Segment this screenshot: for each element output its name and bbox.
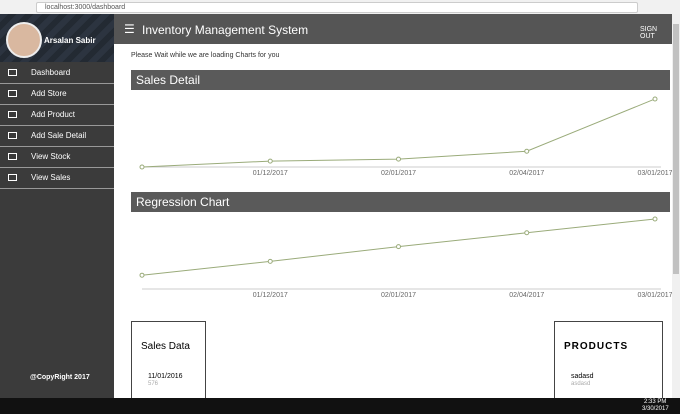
point bbox=[139, 164, 145, 170]
notice: Please Wait while we are loading Charts … bbox=[131, 52, 280, 59]
point bbox=[267, 258, 273, 264]
url[interactable]: localhost:3000/dashboard bbox=[45, 4, 126, 11]
menu-item[interactable]: Add Store bbox=[0, 84, 114, 105]
point bbox=[139, 272, 145, 278]
menu-label: View Stock bbox=[31, 152, 71, 161]
menu-icon bbox=[8, 111, 17, 118]
scrollbar[interactable] bbox=[672, 14, 680, 398]
clock-date: 3/30/2017 bbox=[642, 406, 669, 412]
chart: 01/12/2017 02/01/2017 02/04/2017 03/01/2017 bbox=[139, 96, 672, 177]
sale-date: 11/01/2016 bbox=[148, 373, 183, 380]
menu-label: Dashboard bbox=[31, 68, 71, 77]
point bbox=[396, 244, 401, 250]
menu-item[interactable]: View Stock bbox=[0, 147, 114, 168]
address-box[interactable]: localhost:3000/dashboard bbox=[36, 2, 638, 13]
taskbar: 2:33 PM 3/30/2017 bbox=[0, 398, 680, 414]
x-tick-label: 03/01/2017 bbox=[637, 170, 672, 177]
point bbox=[396, 156, 401, 162]
menu-item[interactable]: Add Product bbox=[0, 105, 114, 126]
avatar bbox=[6, 22, 42, 58]
clock-time: 2:33 PM bbox=[644, 399, 667, 405]
menu-icon bbox=[8, 69, 17, 76]
sales-data-title: Sales Data bbox=[141, 341, 190, 352]
menu-item[interactable]: Dashboard bbox=[0, 63, 114, 84]
x-tick-label: 01/12/2017 bbox=[253, 292, 288, 299]
x-tick-label: 02/04/2017 bbox=[509, 170, 544, 177]
header: ☰ Inventory Management System SIGN OUT bbox=[114, 14, 672, 44]
products-title: PRODUCTS bbox=[564, 341, 629, 352]
point bbox=[267, 158, 273, 164]
point bbox=[652, 216, 658, 222]
x-tick-label: 03/01/2017 bbox=[637, 292, 672, 299]
chart-title: Regression Chart bbox=[131, 192, 670, 212]
menu-icon bbox=[8, 132, 17, 139]
product-name: sadasd bbox=[571, 373, 594, 380]
sale-value: 576 bbox=[148, 381, 159, 387]
app-title: Inventory Management System bbox=[142, 23, 309, 37]
chart: 01/12/2017 02/01/2017 02/04/2017 03/01/2017 bbox=[139, 216, 672, 299]
x-tick-label: 02/01/2017 bbox=[381, 292, 416, 299]
menu-icon[interactable]: ☰ bbox=[124, 22, 135, 36]
menu-icon bbox=[8, 90, 17, 97]
menu-icon bbox=[8, 153, 17, 160]
menu-icon bbox=[8, 174, 17, 181]
point bbox=[652, 96, 658, 102]
footer: @CopyRight 2017 bbox=[30, 374, 90, 381]
menu-label: Add Sale Detail bbox=[31, 131, 87, 140]
sales-data-box: Sales Data 11/01/2016 576 bbox=[131, 321, 206, 403]
x-tick-label: 01/12/2017 bbox=[253, 170, 288, 177]
sign-out[interactable]: SIGN OUT bbox=[640, 26, 658, 40]
profile: Arsalan Sabir bbox=[0, 14, 114, 62]
menu-item[interactable]: View Sales bbox=[0, 168, 114, 189]
sidebar: Arsalan Sabir Dashboard Add Store Add Prod… bbox=[0, 14, 114, 398]
chart-title: Sales Detail bbox=[131, 70, 670, 90]
menu-item[interactable]: Add Sale Detail bbox=[0, 126, 114, 147]
x-tick-label: 02/01/2017 bbox=[381, 170, 416, 177]
menu-label: View Sales bbox=[31, 173, 71, 182]
products-box: PRODUCTS sadasd asdasd bbox=[554, 321, 663, 403]
x-tick-label: 02/04/2017 bbox=[509, 292, 544, 299]
menu-label: Add Product bbox=[31, 110, 76, 119]
menu-label: Add Store bbox=[31, 89, 67, 98]
product-detail: asdasd bbox=[571, 381, 591, 387]
point bbox=[524, 148, 530, 154]
point bbox=[524, 230, 530, 236]
browser-bar: localhost:3000/dashboard bbox=[0, 0, 680, 15]
user-name: Arsalan Sabir bbox=[44, 36, 96, 45]
